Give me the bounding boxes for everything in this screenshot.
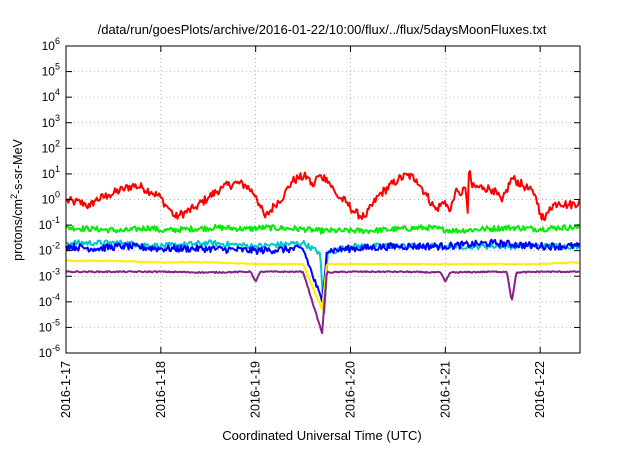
x-tick-label: 2016-1-18 [154, 361, 168, 418]
y-tick-label: 100 [42, 190, 60, 207]
y-tick-label: 10-5 [39, 317, 60, 334]
chart-title: /data/run/goesPlots/archive/2016-01-22/1… [98, 22, 547, 37]
series-layer [65, 170, 581, 335]
series-line [65, 224, 581, 235]
x-tick-label: 2016-1-17 [59, 361, 73, 418]
series-line [65, 170, 581, 221]
y-tick-label: 10-2 [39, 241, 60, 258]
x-tick-label: 2016-1-19 [249, 361, 263, 418]
y-tick-label: 10-1 [39, 215, 60, 232]
x-tick-label: 2016-1-20 [344, 361, 358, 418]
y-tick-label: 106 [42, 36, 60, 53]
y-label-base: protons/cm [11, 199, 25, 261]
y-tick-label: 105 [42, 62, 60, 79]
y-tick-label: 102 [42, 138, 60, 155]
y-tick-label: 103 [42, 113, 60, 130]
series-line [65, 259, 580, 311]
series-line [66, 270, 580, 335]
y-tick-label: 10-6 [39, 343, 60, 360]
y-tick-label: 10-3 [39, 266, 60, 283]
y-tick-label: 101 [42, 164, 60, 181]
x-axis: 2016-1-17 2016-1-18 2016-1-19 2016-1-20 2016… [59, 46, 547, 418]
y-tick-label: 104 [42, 87, 60, 104]
y-label-rest: -s-sr-MeV [11, 138, 25, 194]
y-axis-label: protons/cm2-s-sr-MeV [9, 138, 25, 260]
x-tick-label: 2016-1-22 [533, 361, 547, 418]
y-tick-label: 10-4 [39, 292, 60, 309]
y-axis: 10-6 10-5 10-4 10-3 10-2 10-1 100 101 102 103 104 1… [39, 36, 580, 360]
y-label-sup: 2 [9, 194, 19, 199]
x-tick-label: 2016-1-21 [438, 361, 452, 418]
x-axis-label: Coordinated Universal Time (UTC) [222, 428, 421, 443]
